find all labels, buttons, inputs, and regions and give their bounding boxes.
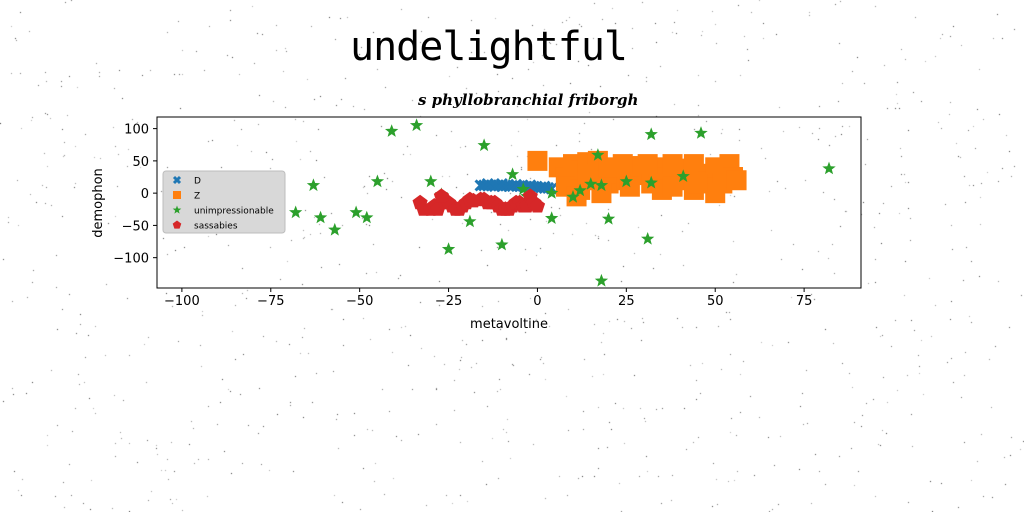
data-point — [644, 175, 658, 189]
y-axis-ticks: −100 −50 0 50 100 — [113, 123, 157, 267]
legend-marker — [173, 191, 181, 199]
data-point — [641, 232, 655, 245]
y-tick-label: 100 — [124, 123, 149, 138]
data-point — [433, 188, 450, 203]
data-point — [662, 176, 683, 197]
x-tick-label: −75 — [257, 294, 284, 309]
legend-marker — [172, 205, 182, 214]
data-point — [505, 167, 520, 181]
data-point — [577, 163, 598, 184]
data-point — [601, 212, 616, 225]
data-point — [495, 237, 509, 251]
data-point — [591, 148, 605, 161]
y-axis-label: demophon — [91, 168, 106, 238]
data-point — [409, 118, 424, 132]
plot-frame — [156, 116, 862, 289]
data-point — [573, 183, 587, 197]
data-point — [545, 186, 559, 199]
legend-marker — [172, 220, 182, 229]
x-axis-label: metavoltine — [470, 317, 548, 332]
data-point — [619, 174, 633, 188]
data-point — [481, 178, 494, 191]
legend-box — [162, 170, 286, 234]
data-point — [705, 183, 726, 204]
data-point — [591, 183, 612, 204]
data-point — [566, 190, 580, 203]
data-point — [726, 170, 747, 191]
series-sassabies — [412, 188, 546, 216]
x-tick-label: −100 — [164, 294, 200, 309]
x-tick-label: 75 — [796, 294, 813, 309]
data-point — [306, 178, 321, 192]
data-point — [463, 214, 477, 228]
x-tick-label: 25 — [618, 294, 635, 309]
data-point — [529, 198, 546, 213]
data-point — [313, 210, 328, 224]
data-point — [516, 182, 530, 195]
x-tick-label: −50 — [346, 294, 373, 309]
y-tick-label: −100 — [113, 252, 149, 267]
chart-subtitle: s phyllobranchial friborgh — [418, 91, 639, 109]
x-tick-label: 0 — [533, 294, 541, 309]
data-point — [594, 178, 609, 192]
y-tick-label: 50 — [132, 155, 149, 170]
y-tick-label: 0 — [141, 187, 149, 202]
data-point — [495, 178, 508, 191]
plot-markers — [185, 118, 836, 287]
data-point — [527, 150, 548, 171]
data-point — [676, 169, 690, 182]
data-point — [612, 154, 633, 175]
data-point — [538, 180, 551, 193]
data-point — [349, 205, 363, 219]
data-point — [687, 173, 708, 194]
y-tick-label: −50 — [122, 219, 149, 234]
data-point — [370, 174, 385, 188]
data-point — [465, 192, 482, 208]
data-point — [328, 222, 342, 236]
data-point — [424, 174, 438, 188]
data-point — [289, 205, 303, 219]
legend-label: sassabies — [194, 222, 238, 232]
x-tick-label: 50 — [707, 294, 724, 309]
series-Z — [527, 150, 747, 207]
data-point — [822, 161, 836, 175]
data-point — [545, 211, 559, 224]
x-axis-ticks: −100 −75 −50 −25 0 25 50 75 — [164, 288, 812, 309]
legend-label: Z — [194, 192, 200, 202]
legend-marker — [172, 175, 182, 185]
data-point — [584, 177, 598, 190]
legend-label: D — [194, 177, 201, 187]
data-point — [360, 210, 374, 224]
series-D — [474, 178, 558, 195]
data-point — [594, 273, 609, 287]
legend-label: unimpressionable — [194, 207, 274, 217]
x-tick-label: −25 — [435, 294, 462, 309]
data-point — [477, 138, 491, 152]
data-point — [637, 154, 658, 175]
data-point — [644, 127, 658, 141]
page-title: undelightful — [350, 24, 628, 70]
data-point — [385, 124, 399, 137]
data-point — [441, 242, 456, 255]
data-point — [694, 126, 708, 139]
